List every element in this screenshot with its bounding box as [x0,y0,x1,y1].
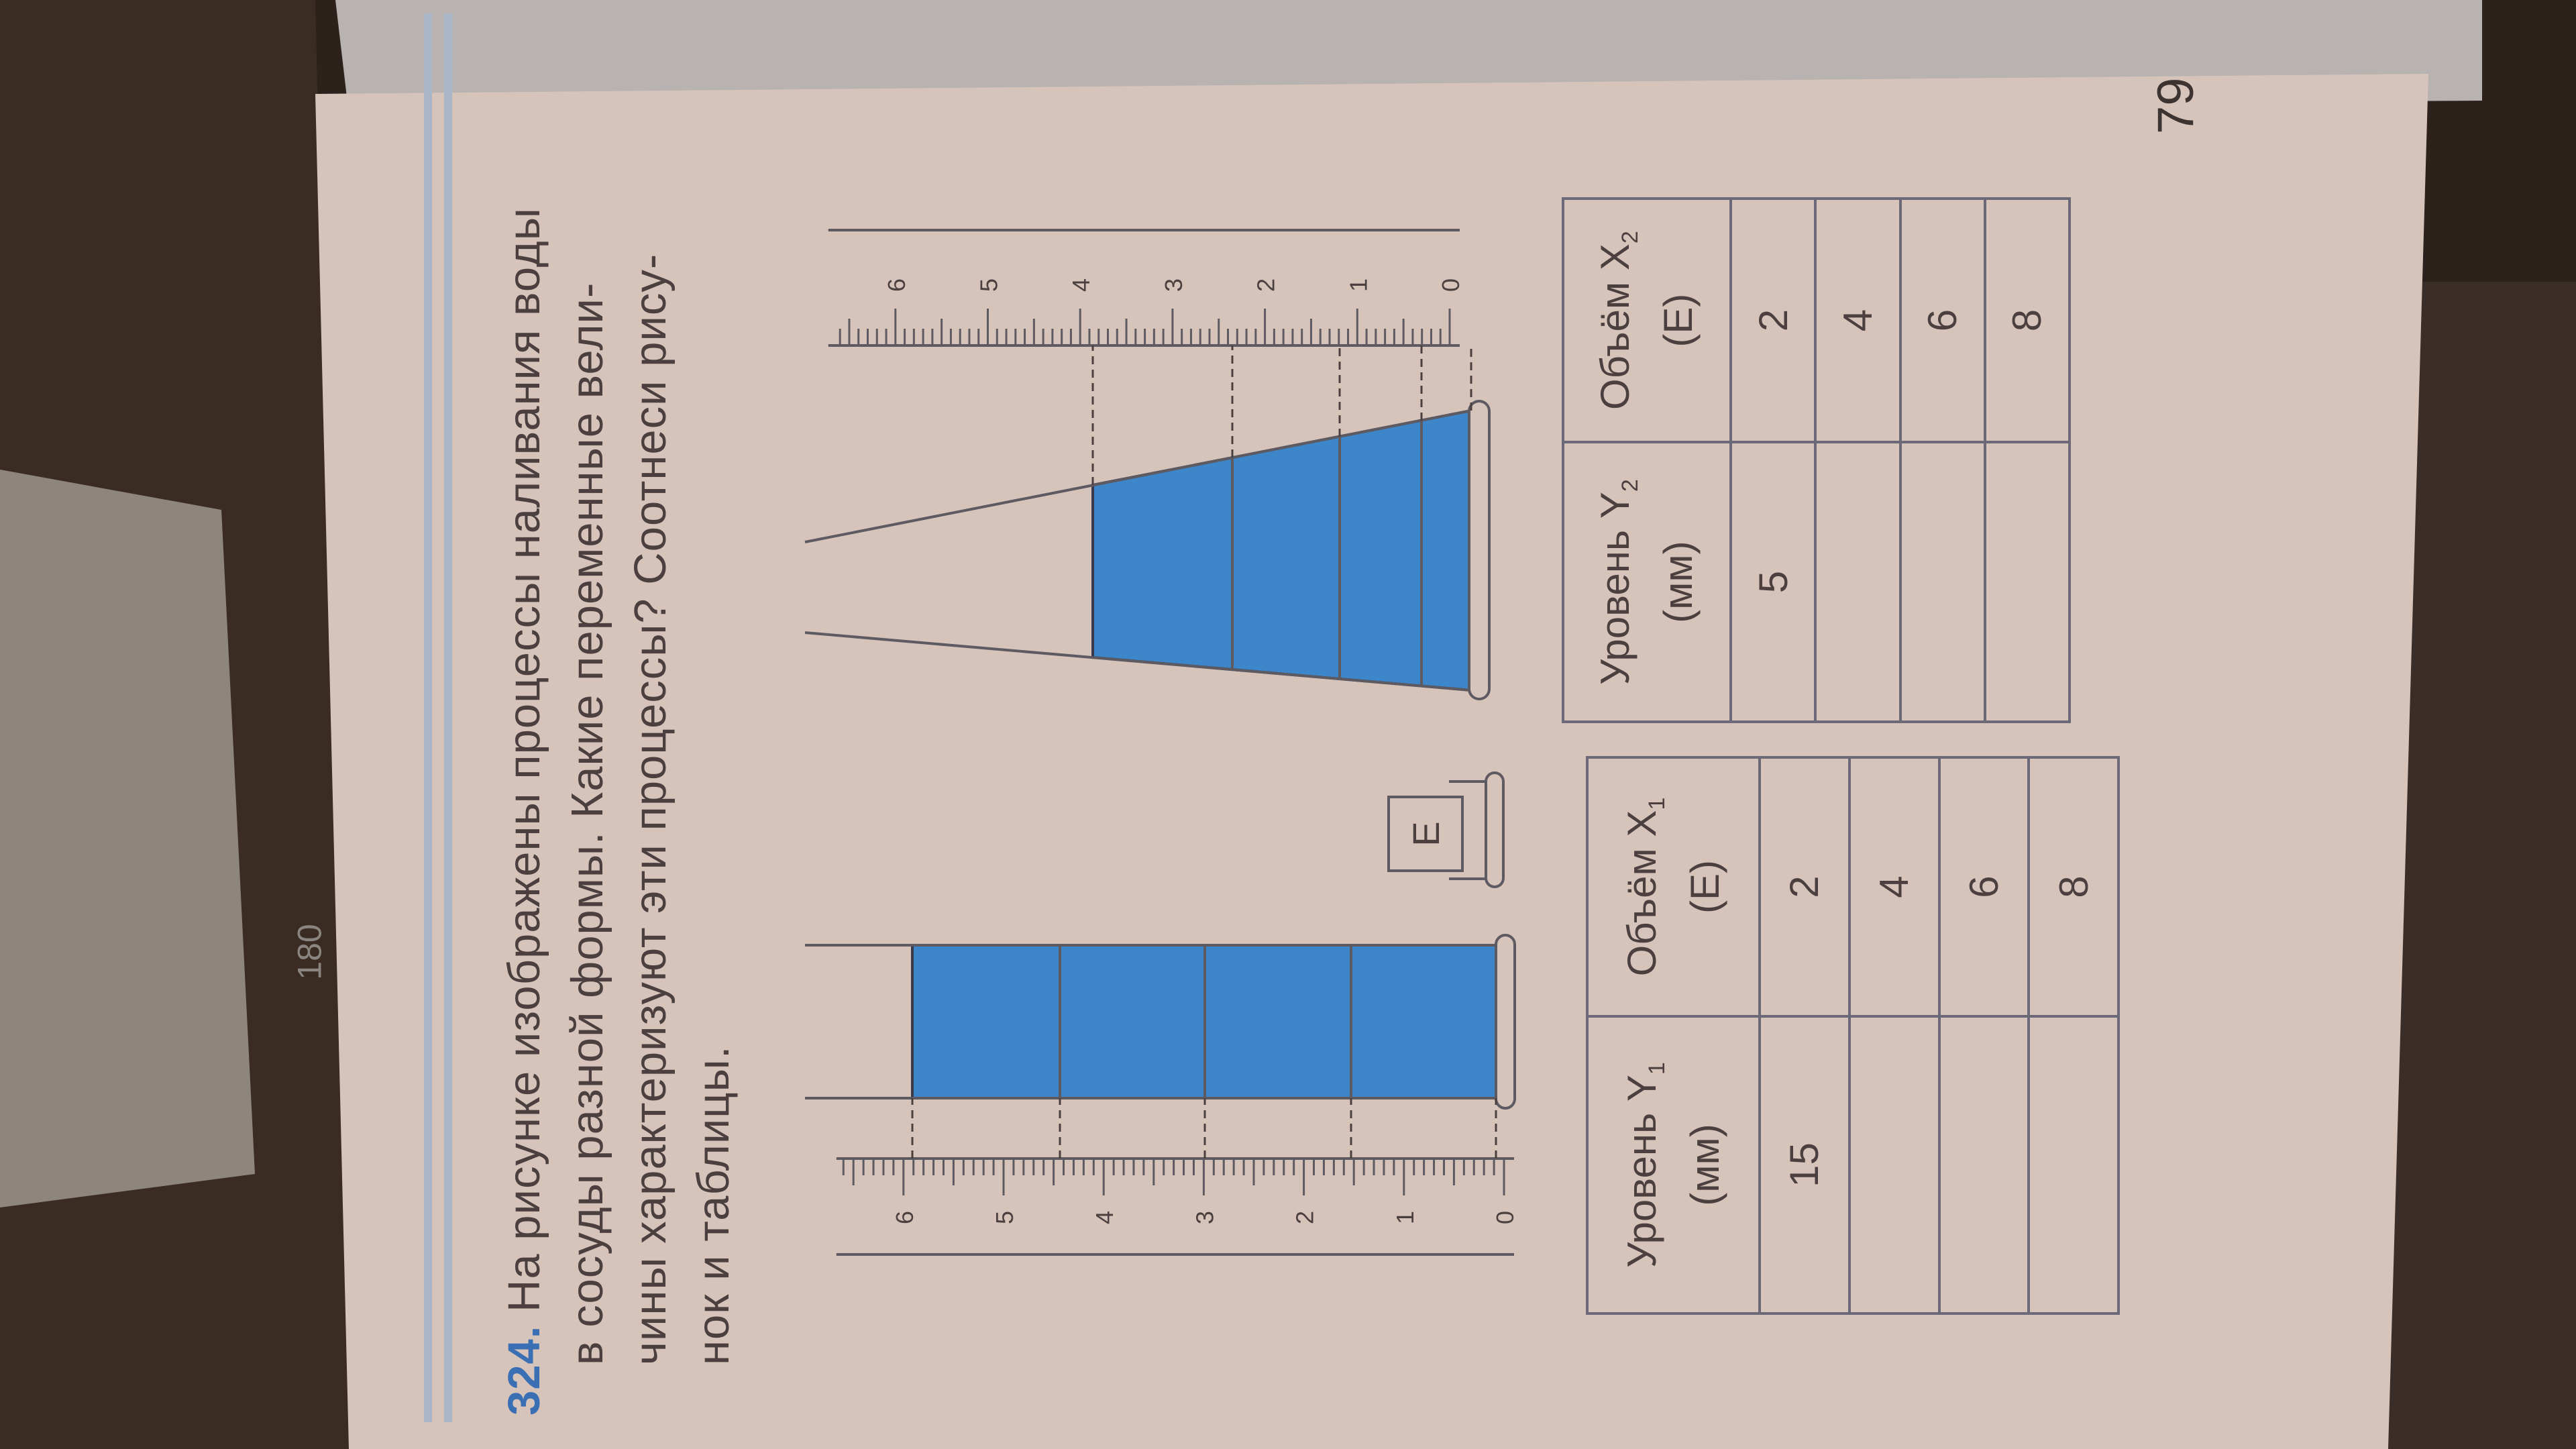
vessels-figure: E 0 1 2 3 4 5 6 0 1 2 3 4 5 6 [804,229,1519,1256]
ruler-label: 4 [1091,1211,1118,1224]
level-dashed-lines [911,345,1497,1159]
ruler-label: 5 [975,278,1003,292]
table-row: 4 [1849,757,1939,1313]
unit-measure-cup: E [1387,771,1505,888]
table-row: 4 [1815,199,1900,722]
unit-box [1387,796,1464,872]
cone-water [1091,409,1472,692]
ruler-label: 6 [883,278,910,292]
ruler-label: 0 [1437,278,1464,292]
table-1-header-volume: Объём X1 (E) [1587,757,1760,1017]
ruler-label: 3 [1191,1211,1218,1224]
cylinder-base [1495,934,1516,1110]
table-row: 6 [1939,757,2029,1313]
table-2-header-volume: Объём X2 (E) [1563,199,1731,443]
table-2-header-level: Уровень Y2 (мм) [1563,442,1731,722]
unit-cup-base [1485,771,1505,888]
cone-vessel [804,400,1491,700]
page-number: 79 [2147,77,2204,134]
table-row: 8 [1984,199,2070,722]
table-row: 8 [2029,757,2118,1313]
ruler-label: 6 [891,1211,918,1224]
table-1-header-level: Уровень Y1 (мм) [1587,1016,1760,1313]
cone-base [1468,400,1491,700]
table-1: Уровень Y1 (мм) Объём X1 (E) 15 2 4 6 8 [1586,756,2120,1315]
table-row: 6 [1900,199,1985,722]
ruler-label: 4 [1067,278,1095,292]
ruler-label: 2 [1252,278,1280,292]
background-book-number: 180 [290,924,329,980]
ruler-left: 0 1 2 3 4 5 6 [836,1157,1519,1256]
ruler-label: 5 [991,1211,1018,1224]
unit-box-label: E [1405,821,1447,846]
textbook-page-content: 324. На рисунке изображены процессы нали… [402,0,2348,1449]
other-book-page [0,470,255,1208]
textbook-page [315,74,2428,1449]
ruler-label: 0 [1491,1211,1519,1224]
ruler-label: 1 [1391,1211,1419,1224]
cylinder-vessel [805,934,1516,1110]
ruler-label: 2 [1291,1211,1319,1224]
ruler-label: 1 [1344,278,1372,292]
table-row: 15 2 [1760,757,1849,1313]
ruler-label: 3 [1160,278,1187,292]
ruler-right: 0 1 2 3 4 5 6 [828,229,1464,347]
